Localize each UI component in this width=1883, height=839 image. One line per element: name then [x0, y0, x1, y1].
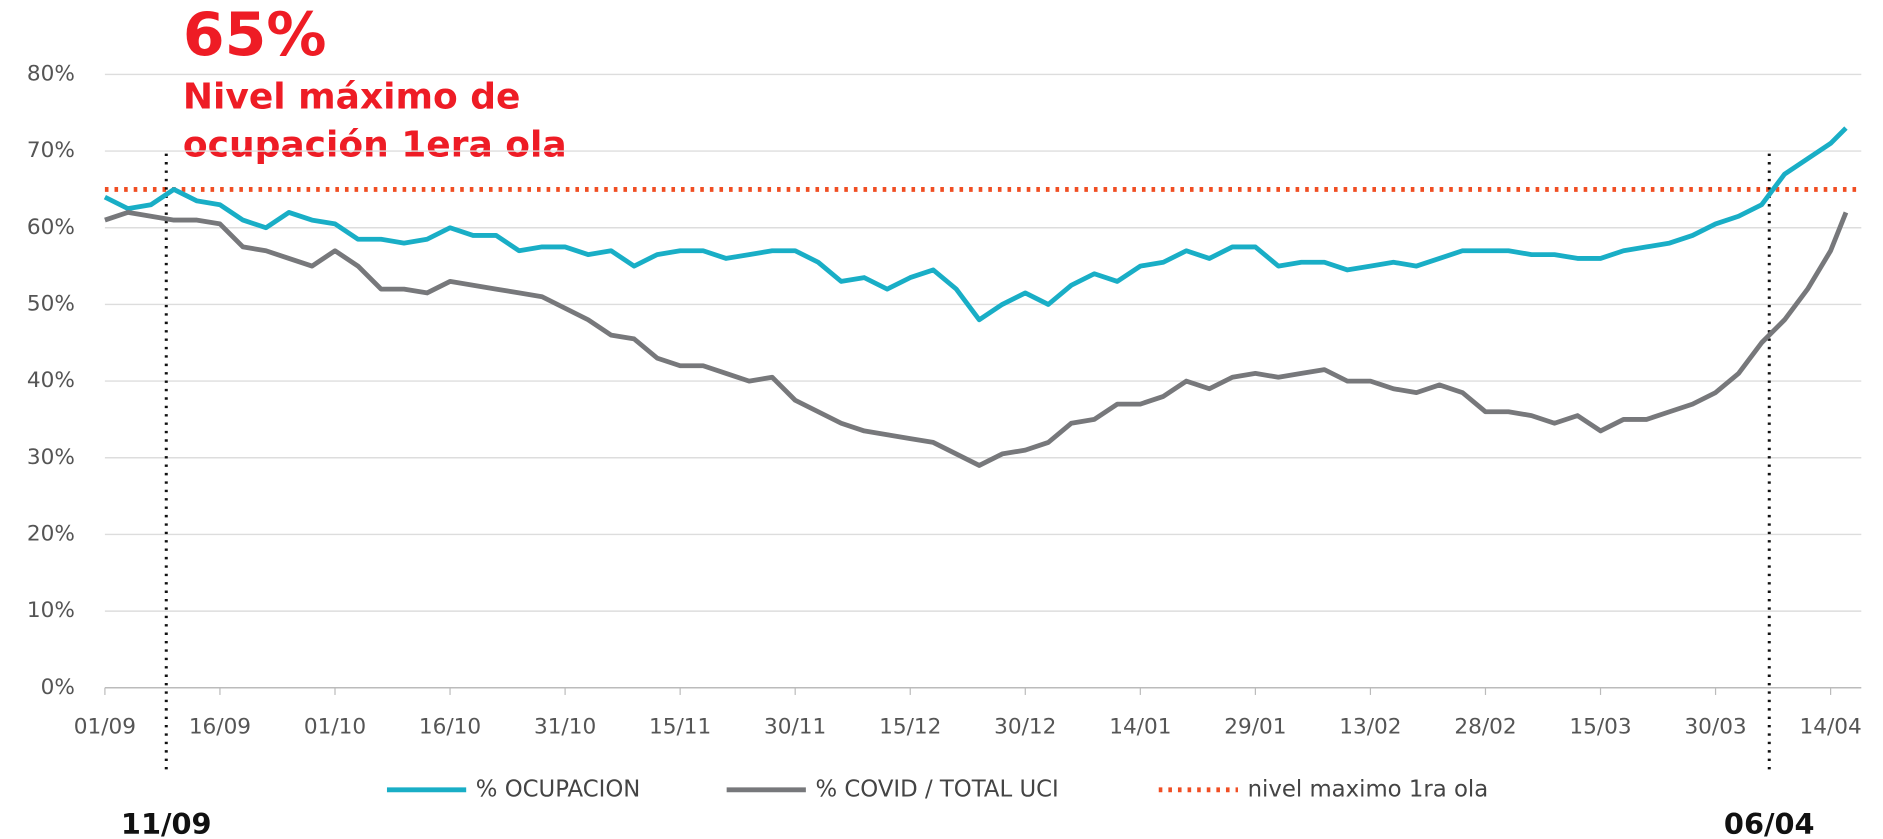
y-tick-label: 30% — [27, 445, 75, 470]
x-tick-label: 14/01 — [1109, 714, 1171, 739]
y-tick-label: 70% — [27, 138, 75, 163]
y-tick-label: 40% — [27, 368, 75, 393]
x-tick-label: 30/12 — [994, 714, 1056, 739]
x-tick-label: 30/11 — [764, 714, 826, 739]
y-tick-label: 20% — [27, 521, 75, 546]
legend-label: % COVID / TOTAL UCI — [815, 776, 1058, 802]
x-tick-label: 30/03 — [1684, 714, 1746, 739]
x-tick-label: 29/01 — [1224, 714, 1286, 739]
y-tick-label: 0% — [41, 675, 75, 700]
x-tick-label: 15/12 — [879, 714, 941, 739]
marker-label: 06/04 — [1724, 807, 1815, 839]
series-line — [103, 126, 1848, 323]
x-tick-label: 13/02 — [1339, 714, 1401, 739]
x-tick-label: 16/10 — [419, 714, 481, 739]
legend-label: nivel maximo 1ra ola — [1248, 776, 1489, 802]
x-tick-label: 28/02 — [1454, 714, 1516, 739]
x-tick-label: 14/04 — [1799, 714, 1861, 739]
x-tick-label: 16/09 — [189, 714, 251, 739]
y-tick-label: 80% — [27, 61, 75, 86]
series-line — [104, 210, 1849, 468]
x-tick-label: 01/10 — [304, 714, 366, 739]
x-tick-label: 01/09 — [74, 714, 136, 739]
x-tick-label: 31/10 — [534, 714, 596, 739]
y-tick-label: 60% — [27, 215, 75, 240]
legend-label: % OCUPACION — [476, 776, 641, 802]
marker-label: 11/09 — [121, 807, 212, 839]
x-tick-label: 15/03 — [1569, 714, 1631, 739]
annotation-line: Nivel máximo de — [183, 76, 521, 117]
annotation-line: ocupación 1era ola — [183, 124, 567, 165]
y-tick-label: 50% — [27, 291, 75, 316]
annotation-value: 65% — [183, 0, 327, 70]
y-tick-label: 10% — [27, 598, 75, 623]
x-tick-label: 15/11 — [649, 714, 711, 739]
